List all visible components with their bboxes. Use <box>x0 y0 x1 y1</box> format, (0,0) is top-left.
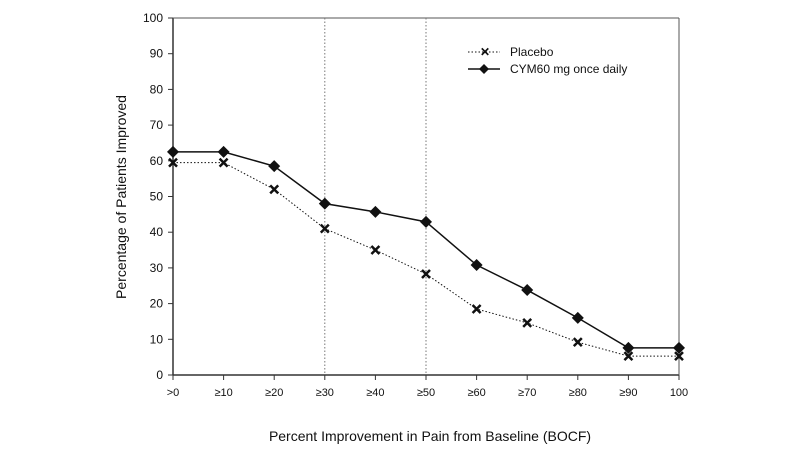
legend-cym-diamond-icon <box>479 64 489 74</box>
x-tick-label: ≥40 <box>366 387 384 399</box>
data-point-placebo <box>471 304 482 314</box>
y-tick-label: 60 <box>150 154 164 168</box>
series-line-placebo <box>173 162 679 357</box>
x-tick-label: >0 <box>167 387 180 399</box>
x-tick-label: ≥10 <box>214 387 232 399</box>
y-tick-label: 10 <box>150 332 164 346</box>
data-point-placebo <box>269 184 280 195</box>
data-point-placebo <box>319 223 330 234</box>
legend-cym-label: CYM60 mg once daily <box>510 62 627 76</box>
x-tick-label: ≥20 <box>265 387 283 399</box>
legend: ✕ Placebo CYM60 mg once daily <box>468 45 627 76</box>
data-point-cym60 <box>673 341 685 354</box>
y-tick-label: 50 <box>150 190 164 204</box>
data-point-placebo <box>572 337 583 348</box>
data-point-cym60 <box>217 145 230 158</box>
data-point-placebo <box>370 245 381 255</box>
y-tick-label: 70 <box>150 118 164 132</box>
y-tick-label: 30 <box>150 261 164 275</box>
y-tick-label: 20 <box>150 297 164 311</box>
data-point-placebo <box>674 351 684 361</box>
x-tick-label: ≥90 <box>619 387 637 399</box>
x-tick-label: ≥30 <box>316 387 334 399</box>
y-tick-label: 80 <box>150 82 164 96</box>
x-tick-label: 100 <box>670 387 688 399</box>
y-tick-label: 40 <box>150 225 164 239</box>
y-tick-label: 100 <box>143 11 163 25</box>
data-point-placebo <box>218 157 229 168</box>
x-tick-label: ≥80 <box>569 387 587 399</box>
data-point-cym60 <box>167 145 179 158</box>
data-point-cym60 <box>369 205 382 218</box>
x-tick-label: ≥50 <box>417 387 435 399</box>
x-tick-label: ≥70 <box>518 387 536 399</box>
y-axis-label: Percentage of Patients Improved <box>113 95 129 299</box>
legend-placebo-label: Placebo <box>510 45 554 59</box>
data-point-cym60 <box>521 284 534 297</box>
legend-placebo-x-icon: ✕ <box>480 45 490 59</box>
data-point-cym60 <box>420 215 432 228</box>
data-point-placebo <box>168 157 178 168</box>
x-axis-label: Percent Improvement in Pain from Baselin… <box>269 428 591 444</box>
data-point-cym60 <box>470 259 483 272</box>
data-point-cym60 <box>268 160 281 173</box>
data-point-placebo <box>421 269 431 279</box>
y-tick-label: 0 <box>156 368 163 382</box>
x-tick-label: ≥60 <box>467 387 485 399</box>
data-point-placebo <box>623 351 634 361</box>
data-point-cym60 <box>571 311 584 324</box>
data-point-placebo <box>522 317 533 328</box>
data-point-cym60 <box>622 341 635 354</box>
data-point-cym60 <box>318 197 331 210</box>
y-tick-label: 90 <box>150 47 164 61</box>
